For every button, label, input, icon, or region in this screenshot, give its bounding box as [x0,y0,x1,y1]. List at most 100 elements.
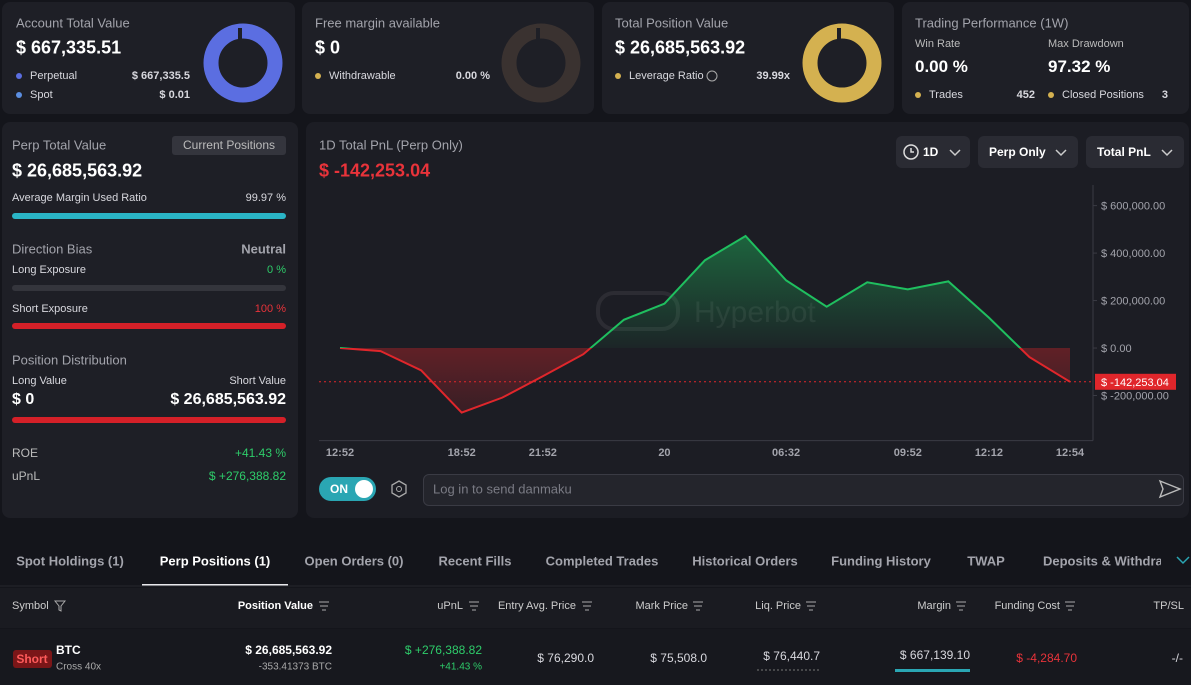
row-label: Leverage Ratio [629,70,704,82]
label: uPnL [12,469,41,483]
clock-hand [910,148,914,153]
tab[interactable]: Recent Fills [438,553,512,569]
x-tick-label: 06:32 [772,447,800,459]
x-tick-label: 09:52 [894,447,922,459]
row-label: Perpetual [30,70,78,82]
card-title: Total Position Value [615,15,729,31]
chevrons [949,149,1173,157]
symbol: BTC [56,643,81,657]
row-label: Spot [30,89,53,101]
column-header[interactable]: Position Value [237,600,313,612]
row-label: Trades [929,89,963,101]
tab[interactable]: Spot Holdings (1) [16,553,124,569]
scope-label[interactable]: Perp Only [989,145,1046,159]
scope-select[interactable] [978,136,1078,168]
position-size: -353.41373 BTC [258,661,332,673]
tab[interactable]: TWAP [967,553,1005,569]
x-tick-label: 18:52 [448,447,476,459]
perp-panel [2,122,298,518]
danmaku-input[interactable] [423,474,1184,506]
liq-price: $ 76,440.7 [763,649,820,663]
position-value: $ 26,685,563.92 [245,643,332,657]
column-header[interactable]: Entry Avg. Price [497,600,576,612]
funding-cost: $ -4,284.70 [1016,651,1077,665]
margin: $ 667,139.10 [899,648,970,662]
column-header[interactable]: Funding Cost [994,600,1060,612]
card-title: Trading Performance (1W) [915,15,1069,31]
column-header: TP/SL [1153,600,1184,612]
toggle-knob [355,480,373,498]
margin-indicator [895,669,970,672]
value: $ +276,388.82 [208,469,286,483]
card-title: Free margin available [315,15,441,31]
range-label[interactable]: 1D [923,145,939,159]
y-tick-label: $ 200,000.00 [1101,296,1165,308]
legend-dot [1048,92,1054,98]
donut [802,23,882,103]
row-value: 452 [1016,89,1035,101]
tab[interactable]: Funding History [831,553,931,569]
y-tick-label: $ 400,000.00 [1101,248,1165,260]
column-header[interactable]: uPnL [437,600,463,612]
filter-icon[interactable] [53,600,67,612]
tab[interactable]: Deposits & Withdraw [1043,553,1161,569]
y-tick-label: $ 0.00 [1101,343,1132,355]
stat-label: Max Drawdown [1048,38,1124,50]
legend-dot [915,92,921,98]
label: Long Value [12,375,67,387]
help-icon[interactable] [706,70,718,82]
settings-icon[interactable] [391,480,407,498]
button[interactable] [172,136,286,155]
card-value: $ 26,685,563.92 [615,37,746,58]
tabs-more[interactable] [1176,556,1190,565]
column-header[interactable]: Liq. Price [755,600,801,612]
metric-label[interactable]: Total PnL [1097,145,1151,159]
toggle-label[interactable]: ON [330,482,348,496]
label: Short Exposure [12,303,88,315]
y-tick-label: $ -200,000.00 [1101,391,1169,403]
clock-icon [903,144,919,160]
column-header: Symbol [12,600,49,612]
mark-price: $ 75,508.0 [650,651,707,665]
legend-dot [16,92,22,98]
entry-price: $ 76,290.0 [537,651,594,665]
tab[interactable]: Open Orders (0) [304,553,404,569]
donut-gap [536,28,540,42]
tab[interactable]: Historical Orders [692,553,798,569]
label: Long Exposure [12,264,86,276]
side-badge [13,650,52,668]
x-tick-label: 12:52 [326,447,354,459]
margin-bar [12,213,286,219]
column-header[interactable]: Mark Price [635,600,688,612]
value: $ 0 [12,391,35,408]
metric-select[interactable] [1086,136,1184,168]
x-tick-label: 21:52 [529,447,557,459]
sort-icons[interactable] [319,601,1075,611]
donut [501,23,581,103]
input-placeholder[interactable]: Log in to send danmaku [433,481,572,497]
tpsl: -/- [1171,651,1183,665]
table-row-bg [0,629,1191,685]
value: Neutral [241,241,286,257]
section-title: Direction Bias [12,241,93,257]
value: +41.43 % [234,446,286,460]
current-label-bg [1095,373,1176,390]
x-tick-label: 12:12 [975,447,1003,459]
stat-label: Win Rate [915,38,961,50]
button-label[interactable]: Current Positions [182,138,276,152]
send-icon[interactable] [1158,479,1182,499]
tab[interactable]: Completed Trades [545,553,659,569]
column-header[interactable]: Margin [917,600,951,612]
tab[interactable]: Perp Positions (1) [159,553,271,569]
chart-headline: $ -142,253.04 [319,160,431,181]
x-tick-label: 12:54 [1056,447,1085,459]
value: 100 % [254,303,286,315]
value: 99.97 % [245,192,286,204]
pnl-line [339,234,1071,414]
label: Average Margin Used Ratio [12,192,147,204]
card-value: $ 667,335.51 [16,37,122,58]
upnl: $ +276,388.82 [404,643,482,657]
short-bar [12,323,286,329]
row-value: $ 0.01 [159,89,190,101]
